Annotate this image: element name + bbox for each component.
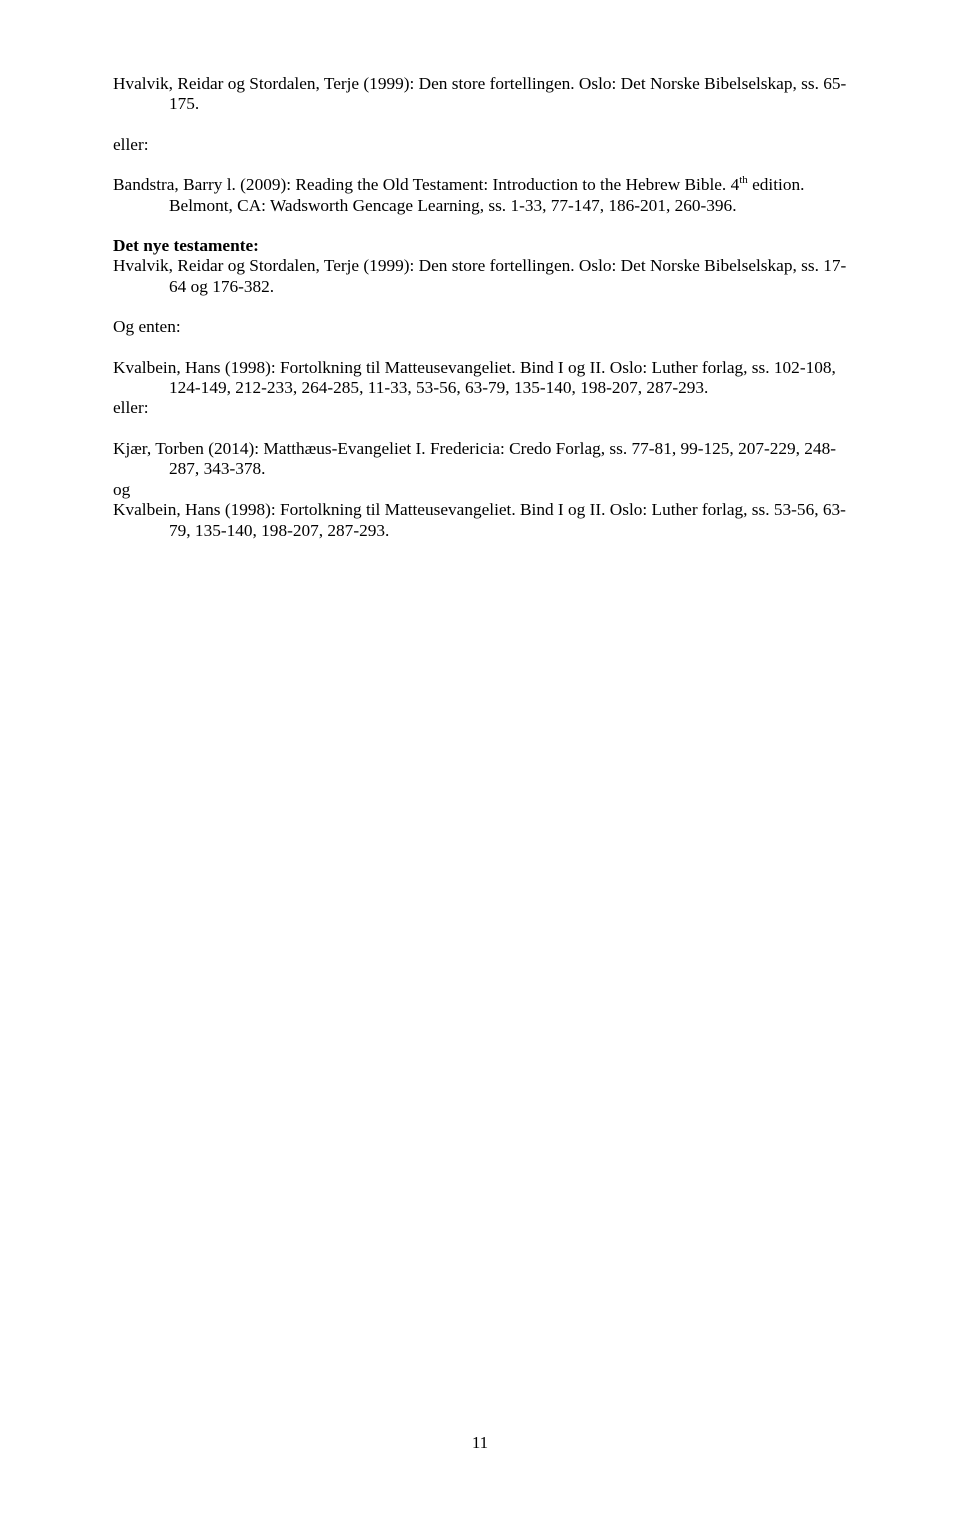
superscript-ordinal: th: [739, 174, 748, 186]
bibliography-entry: Bandstra, Barry l. (2009): Reading the O…: [113, 175, 850, 216]
section-heading: Det nye testamente:: [113, 236, 850, 256]
entry-text: Kvalbein, Hans (1998): Fortolkning til M…: [113, 358, 836, 397]
bibliography-entry: Kjær, Torben (2014): Matthæus-Evangeliet…: [113, 439, 850, 480]
entry-text: Hvalvik, Reidar og Stordalen, Terje (199…: [113, 74, 846, 113]
entry-text: Kvalbein, Hans (1998): Fortolkning til M…: [113, 500, 846, 539]
page-number: 11: [0, 1433, 960, 1453]
entry-text: Kjær, Torben (2014): Matthæus-Evangeliet…: [113, 439, 836, 478]
section-block: Det nye testamente: Hvalvik, Reidar og S…: [113, 236, 850, 297]
clause-text: eller:: [113, 398, 149, 417]
bibliography-entry: Hvalvik, Reidar og Stordalen, Terje (199…: [113, 74, 850, 115]
clause-text: eller:: [113, 135, 149, 154]
either-clause: Og enten:: [113, 317, 850, 337]
bibliography-entry: Kvalbein, Hans (1998): Fortolkning til M…: [113, 358, 850, 399]
bibliography-entry: Kvalbein, Hans (1998): Fortolkning til M…: [113, 500, 850, 541]
entry-block: Kvalbein, Hans (1998): Fortolkning til M…: [113, 358, 850, 419]
alternative-clause: eller:: [113, 398, 850, 418]
entry-block: Kjær, Torben (2014): Matthæus-Evangeliet…: [113, 439, 850, 541]
entry-text: Hvalvik, Reidar og Stordalen, Terje (199…: [113, 256, 846, 295]
bibliography-entry: Hvalvik, Reidar og Stordalen, Terje (199…: [113, 256, 850, 297]
clause-text: og: [113, 480, 130, 499]
entry-text-a: Bandstra, Barry l. (2009): Reading the O…: [113, 175, 739, 194]
conjunction-clause: og: [113, 480, 850, 500]
clause-text: Og enten:: [113, 317, 181, 336]
alternative-clause: eller:: [113, 135, 850, 155]
document-page: Hvalvik, Reidar og Stordalen, Terje (199…: [0, 0, 960, 1521]
